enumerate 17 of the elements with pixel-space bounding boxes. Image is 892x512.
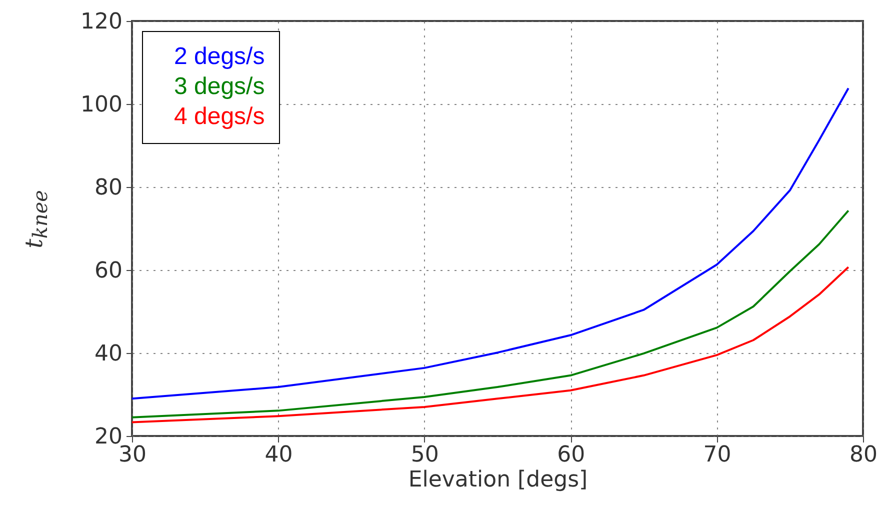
text: 4 degs/s bbox=[174, 103, 265, 130]
x-tick-label: 60 bbox=[557, 442, 586, 468]
y-tick-label: 120 bbox=[80, 10, 122, 34]
y-tick-label: 80 bbox=[94, 176, 122, 200]
line-series bbox=[131, 266, 850, 424]
x-tick-label: 40 bbox=[264, 442, 293, 468]
text: 2 degs/s bbox=[174, 43, 265, 70]
x-tick-label: 70 bbox=[703, 442, 732, 468]
y-tick-label: 40 bbox=[94, 342, 122, 366]
x-tick-label: 30 bbox=[118, 442, 146, 468]
x-tick-label: 80 bbox=[850, 442, 878, 468]
x-axis-title: Elevation [degs] bbox=[408, 468, 588, 492]
text: 3 degs/s bbox=[174, 73, 265, 100]
line-series bbox=[131, 210, 850, 418]
x-tick-label: 50 bbox=[410, 442, 439, 468]
y-tick-label: 100 bbox=[80, 92, 122, 118]
y-tick-label: 60 bbox=[94, 258, 122, 284]
